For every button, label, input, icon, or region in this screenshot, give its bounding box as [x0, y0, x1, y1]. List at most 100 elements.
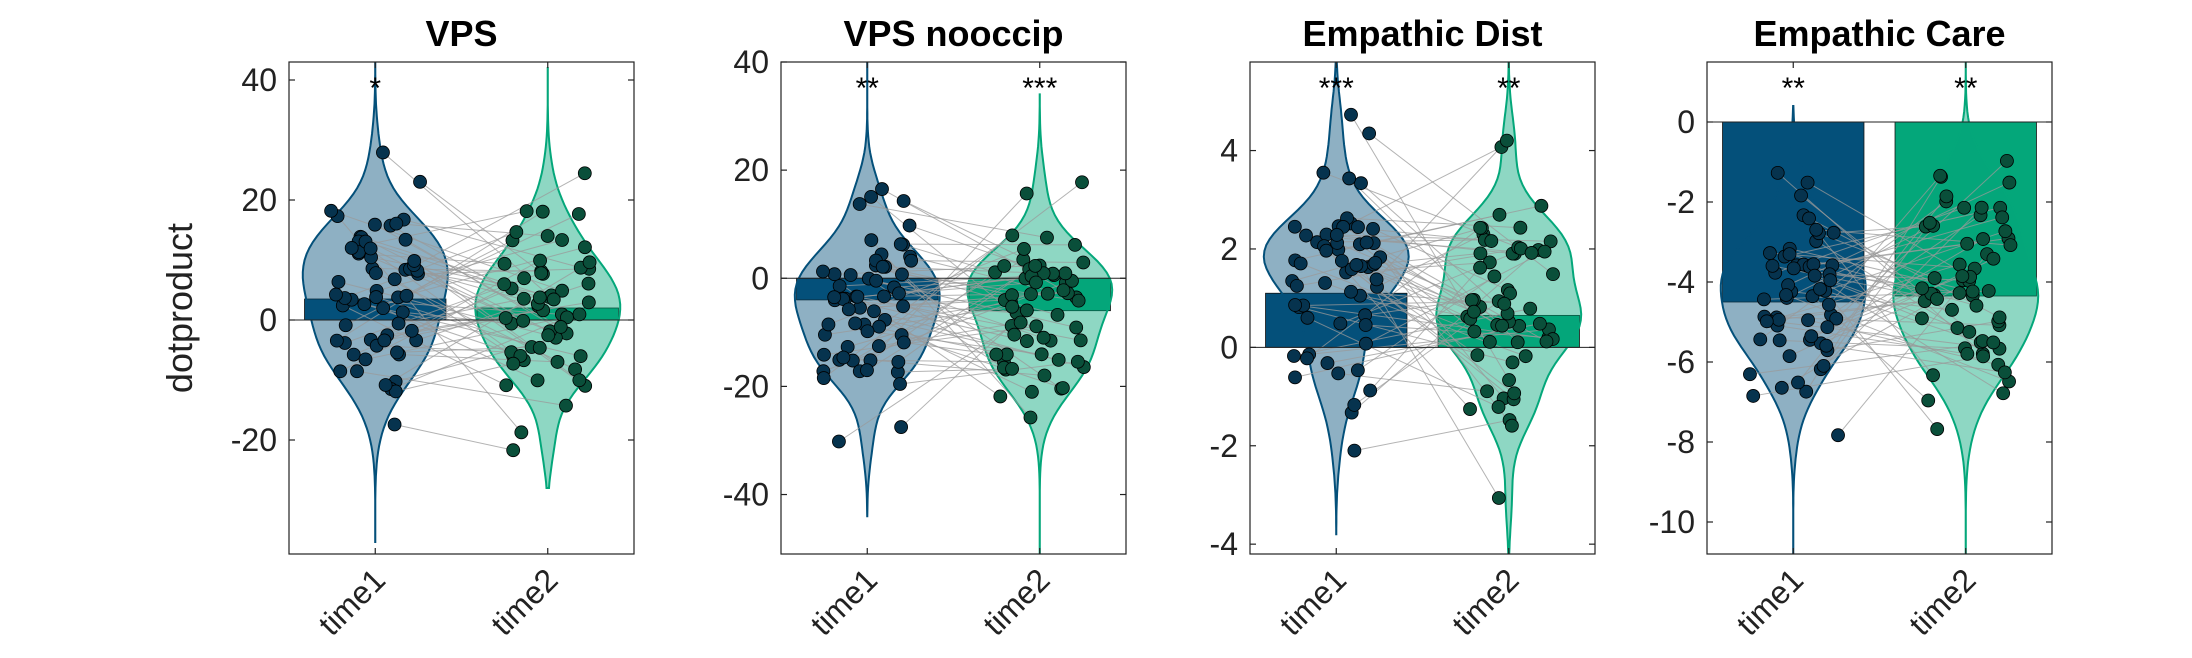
- data-point-time2: [1926, 368, 1940, 383]
- plot-area: [781, 62, 1126, 554]
- data-point-time1: [1809, 222, 1824, 237]
- paired-line: [1813, 243, 1968, 265]
- paired-line: [397, 246, 586, 298]
- data-point-time1: [894, 420, 909, 434]
- data-point-time1: [1770, 165, 1785, 180]
- paired-line: [1336, 234, 1551, 242]
- data-point-time2: [1986, 335, 2001, 350]
- y-tick-label: -20: [723, 368, 769, 404]
- data-point-time1: [1359, 235, 1374, 250]
- data-point-time1: [827, 267, 842, 282]
- data-point-time1: [816, 264, 830, 279]
- data-point-time1: [390, 345, 404, 360]
- paired-line: [1365, 251, 1545, 345]
- data-point-time1: [1786, 261, 1801, 276]
- data-point-time1: [1807, 268, 1822, 283]
- paired-line: [1769, 252, 1975, 270]
- data-point-time1: [869, 273, 884, 288]
- data-point-time2: [534, 266, 549, 281]
- data-point-time1: [1318, 276, 1332, 290]
- axes-box: [1249, 61, 1596, 555]
- data-point-time2: [1945, 302, 1959, 317]
- data-point-time1: [1782, 349, 1797, 364]
- data-point-time2: [1507, 386, 1522, 401]
- chart-panel-1: -20 0 20 40 time1 time2 * VPS: [231, 13, 635, 642]
- paired-line: [1820, 294, 1935, 344]
- data-point-time2: [1056, 283, 1071, 298]
- data-point-time1: [867, 304, 881, 319]
- data-point-time2: [541, 328, 556, 343]
- data-point-time2: [1997, 365, 2012, 380]
- data-point-time2: [1068, 238, 1082, 252]
- data-point-time1: [346, 347, 361, 362]
- paired-line: [1305, 235, 1532, 254]
- data-point-time1: [387, 417, 402, 432]
- data-point-time2: [1470, 348, 1485, 363]
- data-point-time2: [555, 233, 569, 247]
- data-point-time1: [892, 286, 906, 301]
- data-point-time2: [1036, 330, 1051, 345]
- paired-line: [1803, 214, 1934, 376]
- data-point-time1: [407, 254, 422, 268]
- panel-title: Empathic Dist: [1302, 13, 1542, 54]
- paired-line: [1295, 304, 1553, 340]
- data-point-time2: [1073, 333, 1088, 348]
- data-point-time1: [1293, 256, 1308, 271]
- data-point-time2: [498, 311, 513, 325]
- data-point-time2: [1960, 236, 1975, 251]
- y-tick-label: -10: [1649, 504, 1695, 540]
- data-point-time1: [1368, 255, 1383, 270]
- data-point-time2: [1024, 287, 1038, 302]
- data-point-time1: [413, 174, 427, 189]
- data-point-time2: [989, 347, 1004, 362]
- paired-line: [1820, 207, 1983, 370]
- data-point-time1: [1829, 311, 1844, 326]
- data-point-time1: [369, 266, 383, 281]
- paired-line: [866, 265, 1036, 371]
- data-point-time1: [404, 323, 419, 338]
- data-point-time2: [1513, 220, 1528, 235]
- data-point-time1: [1820, 320, 1835, 335]
- paired-line: [1341, 260, 1478, 356]
- data-point-time2: [1037, 368, 1052, 383]
- data-point-time2: [1055, 381, 1070, 395]
- paired-line: [1357, 276, 1495, 371]
- data-point-time1: [864, 233, 879, 248]
- y-tick-label: -2: [1667, 184, 1695, 220]
- paired-line: [1360, 182, 1508, 314]
- data-point-time1: [1342, 171, 1357, 186]
- paired-line: [1827, 287, 1923, 328]
- paired-line: [899, 361, 1078, 385]
- paired-line: [417, 268, 590, 275]
- paired-line: [358, 241, 525, 361]
- data-point-time2: [1473, 260, 1487, 275]
- paired-line: [345, 239, 513, 326]
- data-point-time1: [1765, 258, 1780, 273]
- paired-line: [1354, 419, 1510, 452]
- data-point-time2: [1497, 296, 1512, 311]
- data-point-time1: [877, 289, 891, 304]
- x-tick-label: time1: [1729, 561, 1810, 642]
- data-point-time1: [1359, 336, 1373, 351]
- data-point-time1: [1782, 247, 1797, 262]
- data-point-time2: [509, 225, 524, 239]
- paired-line: [1832, 216, 2003, 266]
- data-point-time2: [506, 356, 521, 371]
- data-point-time2: [1050, 308, 1065, 322]
- paired-line: [1336, 242, 1472, 301]
- significance-marker: **: [1782, 72, 1806, 105]
- paired-line: [385, 261, 590, 386]
- data-point-time1: [1753, 332, 1768, 347]
- data-point-time2: [1005, 299, 1020, 314]
- data-point-time2: [572, 373, 587, 388]
- data-point-time1: [368, 217, 382, 232]
- data-point-time1: [1344, 284, 1358, 299]
- data-point-time1: [1358, 318, 1373, 332]
- data-point-time1: [1329, 228, 1344, 242]
- data-point-time2: [1939, 189, 1954, 204]
- paired-line: [394, 423, 514, 451]
- data-point-time2: [1495, 318, 1509, 333]
- data-point-time2: [1480, 384, 1494, 399]
